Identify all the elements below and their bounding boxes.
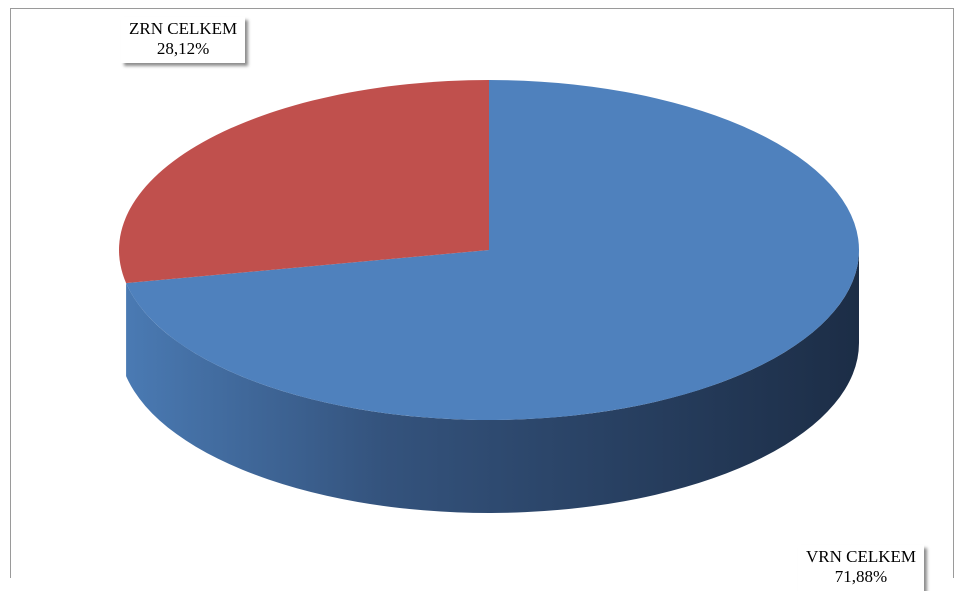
pie-slice-zrn: [119, 80, 489, 284]
pie-slice-side-vrn: [126, 250, 860, 513]
pie-slice-vrn: [126, 80, 860, 420]
data-label-zrn: ZRN CELKEM 28,12%: [121, 17, 246, 63]
data-label-vrn: VRN CELKEM 71,88%: [798, 545, 925, 591]
data-label-vrn-category: VRN CELKEM: [806, 547, 917, 566]
data-label-zrn-percent: 28,12%: [156, 39, 210, 58]
data-label-vrn-percent: 71,88%: [834, 567, 888, 586]
data-label-zrn-category: ZRN CELKEM: [129, 19, 238, 38]
pie-chart: [119, 80, 860, 513]
